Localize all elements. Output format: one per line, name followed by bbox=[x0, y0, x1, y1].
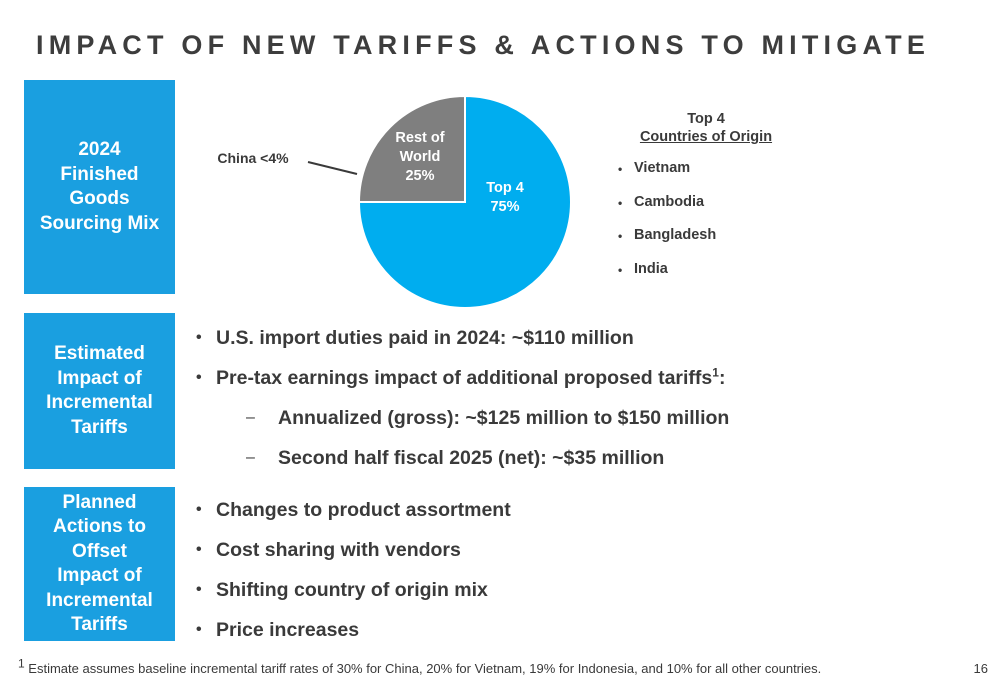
pie-labels: Top 4 75% Rest of World 25% bbox=[395, 130, 523, 215]
bullet-icon: • bbox=[618, 162, 623, 176]
pie-slice-top-4 bbox=[357, 95, 572, 307]
second-half-impact-text: Second half fiscal 2025 (net): ~$35 mill… bbox=[278, 446, 665, 469]
legend-list: • Vietnam • Cambodia • Bangladesh • India bbox=[616, 160, 796, 294]
legend-item: • Cambodia bbox=[618, 193, 705, 210]
list-item: • U.S. import duties paid in 2024: ~$110… bbox=[196, 318, 729, 358]
bullet-icon: • bbox=[196, 369, 202, 386]
sourcing-pie-chart: China <4% Top 4 75% Rest of World 25% bbox=[217, 95, 572, 307]
footnote: 1 Estimate assumes baseline incremental … bbox=[18, 656, 822, 676]
annualized-impact-text: Annualized (gross): ~$125 million to $15… bbox=[278, 406, 730, 429]
top4-legend: Top 4 Countries of Origin • Vietnam • Camb… bbox=[616, 110, 796, 294]
bullet-icon: • bbox=[196, 581, 202, 598]
bullet-icon: • bbox=[196, 329, 202, 346]
pie-slice-label: 25% bbox=[405, 168, 434, 184]
bullet-icon: • bbox=[618, 229, 623, 243]
footnote-ref: 1 bbox=[712, 365, 719, 379]
sourcing-mix-label: 2024 Finished Goods Sourcing Mix bbox=[39, 139, 160, 234]
page-title: IMPACT OF NEW TARIFFS & ACTIONS TO MITIG… bbox=[36, 30, 931, 60]
legend-subtitle: Countries of Origin bbox=[639, 129, 773, 145]
dash-icon: – bbox=[246, 409, 255, 426]
china-leader-line bbox=[307, 161, 358, 175]
bullet-icon: • bbox=[196, 501, 202, 518]
bullet-icon: • bbox=[196, 541, 202, 558]
planned-actions-list: • Changes to product assortment • Cost s… bbox=[196, 490, 511, 650]
china-annotation: China <4% bbox=[217, 150, 289, 166]
list-item: • Price increases bbox=[196, 618, 360, 641]
pie-slice-label: Top 4 bbox=[486, 180, 524, 196]
bullet-icon: • bbox=[618, 195, 623, 210]
list-item: • Changes to product assortment bbox=[196, 498, 511, 521]
list-subitem: – Second half fiscal 2025 (net): ~$35 mi… bbox=[196, 438, 729, 478]
pretax-impact-text: Pre-tax earnings impact of additional pr… bbox=[216, 365, 726, 389]
legend-item: • Vietnam bbox=[618, 160, 691, 176]
import-duties-text: U.S. import duties paid in 2024: ~$110 m… bbox=[216, 326, 634, 349]
planned-actions-label-box: Planned Actions to Offset Impact of Incr… bbox=[24, 487, 175, 641]
list-subitem: – Annualized (gross): ~$125 million to $… bbox=[196, 398, 729, 438]
planned-actions-label: Planned Actions to Offset Impact of Incr… bbox=[46, 491, 153, 636]
list-item: • Pre-tax earnings impact of additional … bbox=[196, 358, 729, 398]
pie-slice-label: World bbox=[400, 149, 441, 165]
bullet-icon: • bbox=[618, 262, 623, 277]
bullet-icon: • bbox=[196, 621, 202, 638]
pie-slice-rest-of-world bbox=[357, 95, 466, 203]
sourcing-mix-label-box: 2024 Finished Goods Sourcing Mix bbox=[24, 80, 175, 294]
page-number: 16 bbox=[973, 661, 988, 676]
dash-icon: – bbox=[246, 449, 255, 466]
list-item: • Shifting country of origin mix bbox=[196, 578, 488, 601]
tariff-impact-label: Estimated Impact of Incremental Tariffs bbox=[46, 343, 153, 438]
legend-item: • India bbox=[618, 260, 668, 277]
pie-slices bbox=[357, 95, 572, 307]
pie-slice-label: 75% bbox=[490, 199, 519, 215]
list-item: • Cost sharing with vendors bbox=[196, 538, 461, 561]
legend-title: Top 4 bbox=[687, 111, 725, 127]
pie-slice-label: Rest of bbox=[395, 130, 444, 146]
legend-item: • Bangladesh bbox=[618, 227, 717, 243]
tariff-impact-list: • U.S. import duties paid in 2024: ~$110… bbox=[196, 318, 729, 478]
tariff-impact-label-box: Estimated Impact of Incremental Tariffs bbox=[24, 313, 175, 469]
